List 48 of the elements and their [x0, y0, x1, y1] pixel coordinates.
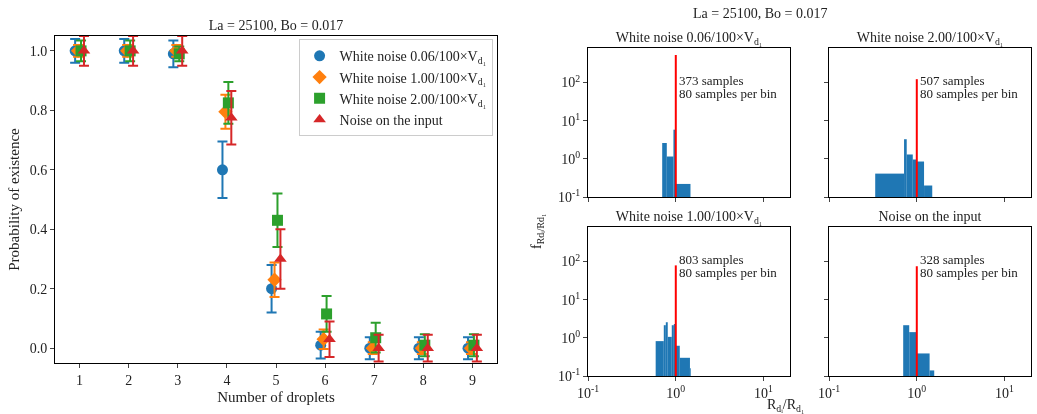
point	[267, 272, 282, 287]
x-tick-label: 10$^{-1}$	[817, 382, 841, 401]
point	[321, 308, 333, 320]
x-axis-title: Number of droplets	[217, 388, 335, 405]
chart-title: White noise 1.00/100×V$_{d₁}$	[615, 209, 763, 226]
x-tick-label: 1	[76, 372, 84, 388]
y-tick-label: 10$^{-1}$	[558, 187, 581, 205]
y-tick-label: 10$^{2}$	[561, 72, 581, 91]
y-tick-label: 1.0	[29, 43, 48, 59]
x-tick-label: 10$^{1}$	[995, 382, 1015, 401]
point	[271, 214, 283, 226]
annotation: 328 samples	[920, 252, 985, 267]
y-tick-label: 10$^{2}$	[561, 251, 581, 270]
chart-title: La = 25100, Bo = 0.017	[208, 18, 344, 33]
x-tick-label: 3	[174, 372, 182, 388]
x-tick-label: 10$^{0}$	[907, 382, 927, 401]
y-tick-label: 0.6	[29, 162, 48, 178]
x-tick-label: 6	[321, 372, 329, 388]
x-tick-label: 5	[272, 372, 280, 388]
y-tick-label: 10$^{0}$	[561, 148, 581, 167]
y-tick-label: 10$^{0}$	[561, 327, 581, 346]
legend-label: Noise on the input	[339, 112, 443, 128]
y-tick-label: 0.8	[29, 103, 48, 119]
legend-label: White noise 2.00/100×V$_{d₁}$	[339, 91, 487, 109]
x-tick-label: 10$^{-1}$	[576, 382, 600, 401]
annotation: 507 samples	[920, 73, 985, 88]
chart-title: White noise 2.00/100×V$_{d₁}$	[856, 30, 1004, 47]
x-tick-label: 9	[468, 372, 476, 388]
y-tick-label: 0.2	[29, 281, 48, 297]
point	[216, 164, 228, 176]
annotation: 803 samples	[679, 252, 744, 267]
chart-title: White noise 0.06/100×V$_{d₁}$	[615, 30, 763, 47]
x-tick-label: 7	[370, 372, 378, 388]
legend-label: White noise 0.06/100×V$_{d₁}$	[339, 49, 487, 67]
y-tick-label: 10$^{1}$	[561, 289, 581, 308]
annotation: 373 samples	[679, 73, 744, 88]
x-tick-label: 2	[125, 372, 133, 388]
text: La = 25100, Bo = 0.017	[693, 6, 828, 21]
y-tick-label: 0.4	[29, 222, 48, 238]
y-axis-title: Probability of existence	[5, 127, 22, 271]
chart-title: Noise on the input	[878, 209, 982, 224]
legend-label: White noise 1.00/100×V$_{d₁}$	[339, 70, 487, 88]
y-tick-label: 10$^{1}$	[561, 110, 581, 129]
x-tick-label: 8	[419, 372, 427, 388]
x-tick-label: 10$^{0}$	[666, 382, 686, 401]
y-tick-label: 0.0	[29, 341, 48, 357]
x-axis-title: R$_{dᵢ}$/R$_{d₁}$	[767, 397, 805, 414]
x-tick-label: 4	[223, 372, 231, 388]
